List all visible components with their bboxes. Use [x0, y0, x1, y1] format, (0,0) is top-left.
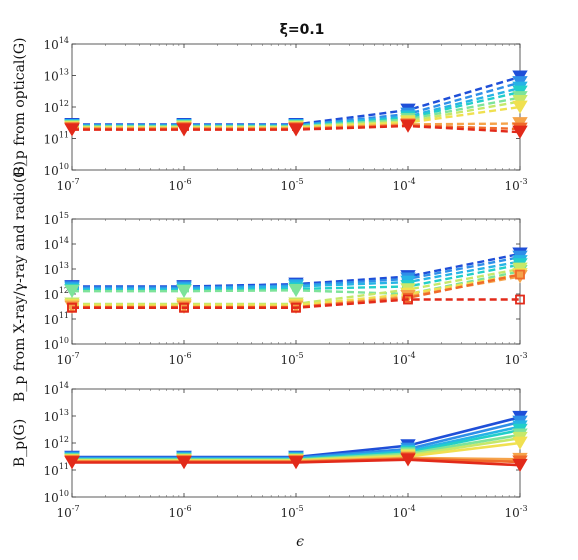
y-tick-label: 1011 [44, 131, 69, 147]
x-tick-label: 10-6 [168, 351, 191, 367]
data-point-marker [179, 302, 189, 313]
data-point-marker [176, 123, 192, 137]
y-tick-label: 1014 [44, 236, 69, 252]
data-point-marker [400, 119, 416, 133]
x-tick-label: 10-5 [280, 177, 303, 193]
y-tick-label: 1010 [44, 489, 69, 505]
x-tick-label: 10-5 [280, 504, 303, 520]
data-point-marker [512, 125, 528, 139]
x-tick-label: 10-3 [504, 351, 527, 367]
series-line [72, 75, 521, 126]
panel-1: 10-7 10-6 10-5 10-4 10-3 1010 1011 1012 1013 1014… [12, 36, 528, 193]
data-point-marker [64, 284, 80, 298]
x-tick-label: 10-4 [392, 351, 415, 367]
data-point-marker [288, 283, 304, 298]
y-tick-label: 1014 [44, 381, 69, 397]
chart-title: ξ=0.1 [280, 22, 325, 38]
panel-2: 10-7 10-6 10-5 10-4 10-3 1010 1011 1012 1013 1014… [12, 161, 528, 402]
data-point-marker [291, 302, 301, 313]
x-tick-label: 10-3 [504, 177, 527, 193]
y-tick-label: 1014 [44, 36, 69, 52]
panels: 10-7 10-6 10-5 10-4 10-3 1010 1011 1012 1013 1014… [12, 36, 528, 520]
panel-3: 10-7 10-6 10-5 10-4 10-3 1010 1011 1012 1013 1014… [12, 381, 528, 520]
y-tick-label: 1015 [44, 211, 69, 227]
y-tick-label: 1013 [44, 408, 69, 424]
data-point-marker [288, 456, 304, 470]
y-tick-label: 1010 [44, 162, 69, 178]
y-tick-label: 1012 [44, 286, 69, 302]
data-point-marker [515, 294, 525, 305]
data-point-marker [512, 100, 528, 114]
data-point-marker [176, 284, 192, 298]
y-axis-label: B_p(G) [12, 419, 28, 467]
data-point-marker [403, 294, 413, 305]
y-tick-label: 1013 [44, 68, 69, 84]
data-point-marker [512, 436, 528, 450]
x-tick-label: 10-6 [168, 177, 191, 193]
y-axis-label: B_p from optical(G) [12, 38, 28, 177]
y-tick-label: 1012 [44, 99, 69, 115]
y-tick-label: 1012 [44, 435, 69, 451]
data-point-marker [64, 456, 80, 470]
y-axis-label: B_p from X-ray/γ-ray and radio(G) [12, 161, 28, 402]
y-tick-label: 1013 [44, 261, 69, 277]
axes-box [71, 43, 521, 171]
data-point-marker [67, 302, 77, 313]
x-tick-label: 10-4 [392, 504, 415, 520]
x-tick-label: 10-3 [504, 504, 527, 520]
x-tick-label: 10-6 [168, 504, 191, 520]
y-tick-label: 1011 [44, 462, 69, 478]
data-point-marker [512, 458, 528, 473]
data-point-marker [400, 453, 416, 467]
x-axis-label: ϵ [296, 534, 304, 550]
x-tick-label: 10-5 [280, 351, 303, 367]
data-point-marker [64, 123, 80, 137]
x-tick-label: 10-7 [56, 177, 79, 193]
series-line [72, 298, 520, 309]
y-tick-label: 1010 [44, 336, 69, 352]
data-point-marker [515, 269, 525, 280]
x-tick-label: 10-4 [392, 177, 415, 193]
y-tick-label: 1011 [44, 311, 69, 327]
data-point-marker [288, 123, 304, 137]
data-point-marker [176, 456, 192, 470]
x-tick-label: 10-7 [56, 504, 79, 520]
x-tick-label: 10-7 [56, 351, 79, 367]
